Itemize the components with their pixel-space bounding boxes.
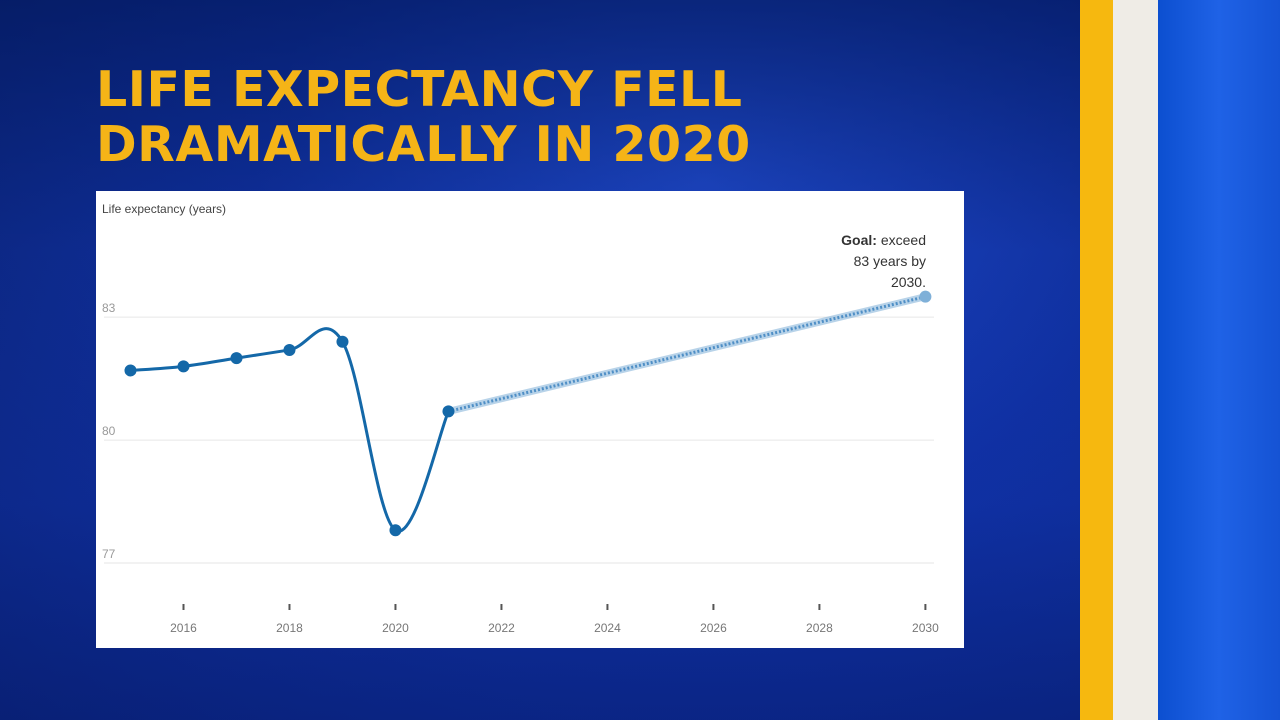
headline: LIFE EXPECTANCY FELL DRAMATICALLY IN 202…: [96, 62, 751, 172]
x-tick-label-2028: 2028: [806, 621, 833, 635]
data-point-2021: [442, 405, 455, 418]
projection-line: [448, 295, 926, 413]
goal-point-2030: [919, 290, 932, 303]
chart-card: Life expectancy (years) 77 80 83 2016 2018 2…: [96, 191, 964, 648]
goal-annotation-line-2: 83 years by: [854, 253, 926, 269]
x-axis-ticks: 2016 2018 2020 2022 2024 2026 2028 2030: [170, 604, 939, 635]
y-tick-label-77: 77: [102, 547, 116, 561]
goal-label: Goal:: [841, 232, 877, 248]
gridlines: 77 80 83: [102, 301, 934, 564]
goal-text-1: exceed: [881, 232, 926, 248]
goal-annotation-line-3: 2030.: [891, 274, 926, 290]
blue-stripe: [1158, 0, 1280, 720]
y-axis-label: Life expectancy (years): [102, 202, 226, 216]
data-point-2015: [124, 364, 137, 377]
projection-series: [444, 290, 932, 415]
data-point-2019: [336, 335, 349, 348]
goal-annotation-line-1: Goal: exceed: [841, 232, 926, 248]
x-tick-label-2030: 2030: [912, 621, 939, 635]
headline-line-2: DRAMATICALLY IN 2020: [96, 116, 751, 173]
cream-stripe: [1113, 0, 1158, 720]
data-point-2018: [283, 343, 296, 356]
y-tick-label-83: 83: [102, 301, 116, 315]
x-tick-label-2016: 2016: [170, 621, 197, 635]
x-tick-label-2020: 2020: [382, 621, 409, 635]
goal-annotation: Goal: exceed 83 years by 2030.: [841, 232, 926, 290]
data-point-2017: [230, 352, 243, 365]
x-tick-label-2026: 2026: [700, 621, 727, 635]
data-point-2020: [389, 524, 402, 537]
gold-stripe: [1080, 0, 1113, 720]
actual-series: [124, 327, 455, 537]
data-point-2016: [177, 360, 190, 373]
x-tick-label-2024: 2024: [594, 621, 621, 635]
life-expectancy-line: [130, 327, 450, 533]
y-tick-label-80: 80: [102, 424, 116, 438]
headline-line-1: LIFE EXPECTANCY FELL: [96, 61, 743, 118]
x-tick-label-2018: 2018: [276, 621, 303, 635]
x-tick-label-2022: 2022: [488, 621, 515, 635]
